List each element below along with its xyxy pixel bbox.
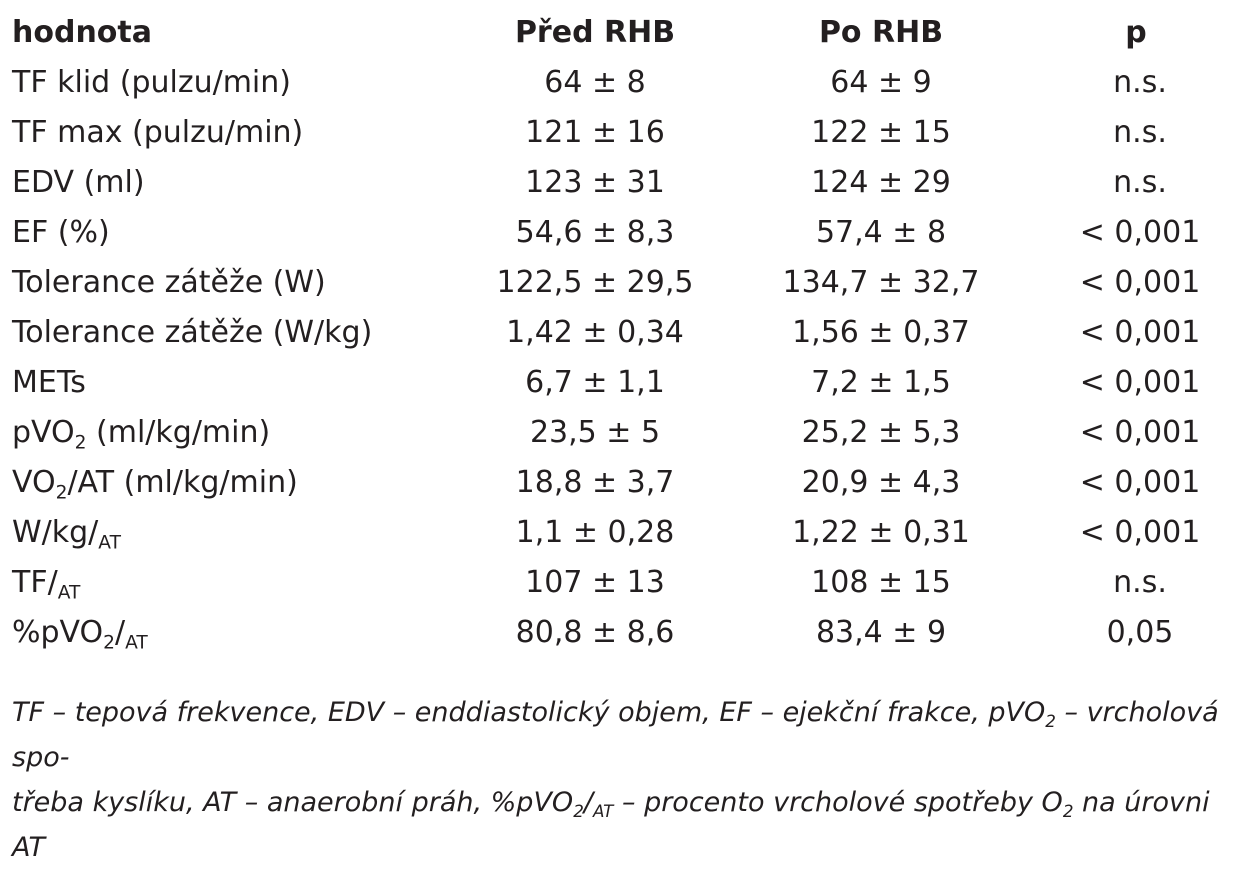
value-before: 1,42 ± 0,34 xyxy=(506,315,684,350)
table-header-row: hodnota Před RHB Po RHB p xyxy=(12,8,1248,58)
value-before: 123 ± 31 xyxy=(525,165,665,200)
label-subscript: 2 xyxy=(103,632,116,654)
table-row: TF klid (pulzu/min) 64 ± 8 64 ± 9 n.s. xyxy=(12,58,1248,108)
value-before: 6,7 ± 1,1 xyxy=(525,365,665,400)
table-row: VO2/AT (ml/kg/min) 18,8 ± 3,7 20,9 ± 4,3… xyxy=(12,458,1248,508)
footnote-subscript: 2 xyxy=(573,800,584,821)
header-p: p xyxy=(1125,15,1147,50)
p-value: n.s. xyxy=(1113,165,1167,200)
p-value: n.s. xyxy=(1113,65,1167,100)
label-text: (ml/kg/min) xyxy=(86,415,271,450)
header-po-rhb: Po RHB xyxy=(818,15,944,50)
value-after: 1,56 ± 0,37 xyxy=(792,315,970,350)
value-after: 20,9 ± 4,3 xyxy=(801,465,961,500)
p-value: < 0,001 xyxy=(1079,365,1201,400)
table-row: EDV (ml) 123 ± 31 124 ± 29 n.s. xyxy=(12,158,1248,208)
value-after: 124 ± 29 xyxy=(811,165,951,200)
p-value: < 0,001 xyxy=(1079,515,1201,550)
label-text: VO xyxy=(12,465,56,500)
value-after: 83,4 ± 9 xyxy=(815,615,947,650)
label-subscript: AT xyxy=(98,532,121,554)
footnote-text: / xyxy=(583,787,593,818)
label-subscript: 2 xyxy=(74,432,87,454)
label-text: W/kg/ xyxy=(12,515,99,550)
footnote-line-1: TF – tepová frekvence, EDV – enddiastoli… xyxy=(12,690,1248,780)
p-value: n.s. xyxy=(1113,565,1167,600)
header-pred-rhb: Před RHB xyxy=(514,15,676,50)
p-value: < 0,001 xyxy=(1079,215,1201,250)
results-table: hodnota Před RHB Po RHB p TF klid (pulzu… xyxy=(12,8,1248,658)
table-row: pVO2 (ml/kg/min) 23,5 ± 5 25,2 ± 5,3 < 0… xyxy=(12,408,1248,458)
table-row: EF (%) 54,6 ± 8,3 57,4 ± 8 < 0,001 xyxy=(12,208,1248,258)
value-before: 121 ± 16 xyxy=(525,115,665,150)
footnote-text: – procento vrcholové spotřeby O xyxy=(613,787,1063,818)
row-label: TF max (pulzu/min) xyxy=(12,115,304,150)
row-label: TF/AT xyxy=(12,558,452,608)
value-before: 1,1 ± 0,28 xyxy=(515,515,675,550)
footnote-subscript: AT xyxy=(592,800,614,821)
footnote-text: třeba kyslíku, AT – anaerobní práh, %pVO xyxy=(12,787,574,818)
table-row: Tolerance zátěže (W/kg) 1,42 ± 0,34 1,56… xyxy=(12,308,1248,358)
table-row: TF max (pulzu/min) 121 ± 16 122 ± 15 n.s… xyxy=(12,108,1248,158)
p-value: < 0,001 xyxy=(1079,315,1201,350)
value-before: 122,5 ± 29,5 xyxy=(496,265,694,300)
row-label: METs xyxy=(12,365,86,400)
value-before: 54,6 ± 8,3 xyxy=(515,215,675,250)
p-value: < 0,001 xyxy=(1079,465,1201,500)
label-subscript: AT xyxy=(57,582,81,604)
value-before: 18,8 ± 3,7 xyxy=(515,465,675,500)
header-hodnota: hodnota xyxy=(12,15,152,50)
row-label: Tolerance zátěže (W) xyxy=(12,265,326,300)
row-label: EDV (ml) xyxy=(12,165,145,200)
row-label: pVO2 (ml/kg/min) xyxy=(12,408,452,458)
value-before: 23,5 ± 5 xyxy=(529,415,661,450)
label-text: / xyxy=(115,615,126,650)
label-text: /AT (ml/kg/min) xyxy=(67,465,298,500)
value-after: 25,2 ± 5,3 xyxy=(801,415,961,450)
label-text: pVO xyxy=(12,415,75,450)
results-table-container: hodnota Před RHB Po RHB p TF klid (pulzu… xyxy=(12,8,1248,658)
label-text: TF/ xyxy=(12,565,58,600)
value-after: 134,7 ± 32,7 xyxy=(782,265,980,300)
row-label: EF (%) xyxy=(12,215,110,250)
value-after: 122 ± 15 xyxy=(811,115,951,150)
footnote-subscript: 2 xyxy=(1062,800,1074,821)
label-subscript: 2 xyxy=(55,482,68,504)
table-row: W/kg/AT 1,1 ± 0,28 1,22 ± 0,31 < 0,001 xyxy=(12,508,1248,558)
table-row: METs 6,7 ± 1,1 7,2 ± 1,5 < 0,001 xyxy=(12,358,1248,408)
label-text: %pVO xyxy=(12,615,104,650)
value-after: 7,2 ± 1,5 xyxy=(811,365,951,400)
row-label: W/kg/AT xyxy=(12,508,452,558)
p-value: < 0,001 xyxy=(1079,265,1201,300)
row-label: TF klid (pulzu/min) xyxy=(12,65,291,100)
table-row: Tolerance zátěže (W) 122,5 ± 29,5 134,7 … xyxy=(12,258,1248,308)
p-value: 0,05 xyxy=(1106,615,1174,650)
row-label: VO2/AT (ml/kg/min) xyxy=(12,458,452,508)
footnote-text: TF – tepová frekvence, EDV – enddiastoli… xyxy=(12,697,1046,728)
table-row: %pVO2/AT 80,8 ± 8,6 83,4 ± 9 0,05 xyxy=(12,608,1248,658)
value-after: 1,22 ± 0,31 xyxy=(792,515,970,550)
row-label: Tolerance zátěže (W/kg) xyxy=(12,315,373,350)
value-after: 108 ± 15 xyxy=(811,565,951,600)
p-value: < 0,001 xyxy=(1079,415,1201,450)
footnote-line-2: třeba kyslíku, AT – anaerobní práh, %pVO… xyxy=(12,780,1248,870)
value-before: 64 ± 8 xyxy=(544,65,646,100)
row-label: %pVO2/AT xyxy=(12,608,452,658)
label-subscript: AT xyxy=(125,632,148,654)
table-footnote: TF – tepová frekvence, EDV – enddiastoli… xyxy=(12,690,1248,870)
footnote-subscript: 2 xyxy=(1045,710,1056,731)
value-after: 57,4 ± 8 xyxy=(815,215,947,250)
table-row: TF/AT 107 ± 13 108 ± 15 n.s. xyxy=(12,558,1248,608)
value-before: 80,8 ± 8,6 xyxy=(515,615,675,650)
value-before: 107 ± 13 xyxy=(525,565,665,600)
value-after: 64 ± 9 xyxy=(830,65,932,100)
p-value: n.s. xyxy=(1113,115,1167,150)
footnote-text: – vrcholová spo- xyxy=(12,697,1219,773)
